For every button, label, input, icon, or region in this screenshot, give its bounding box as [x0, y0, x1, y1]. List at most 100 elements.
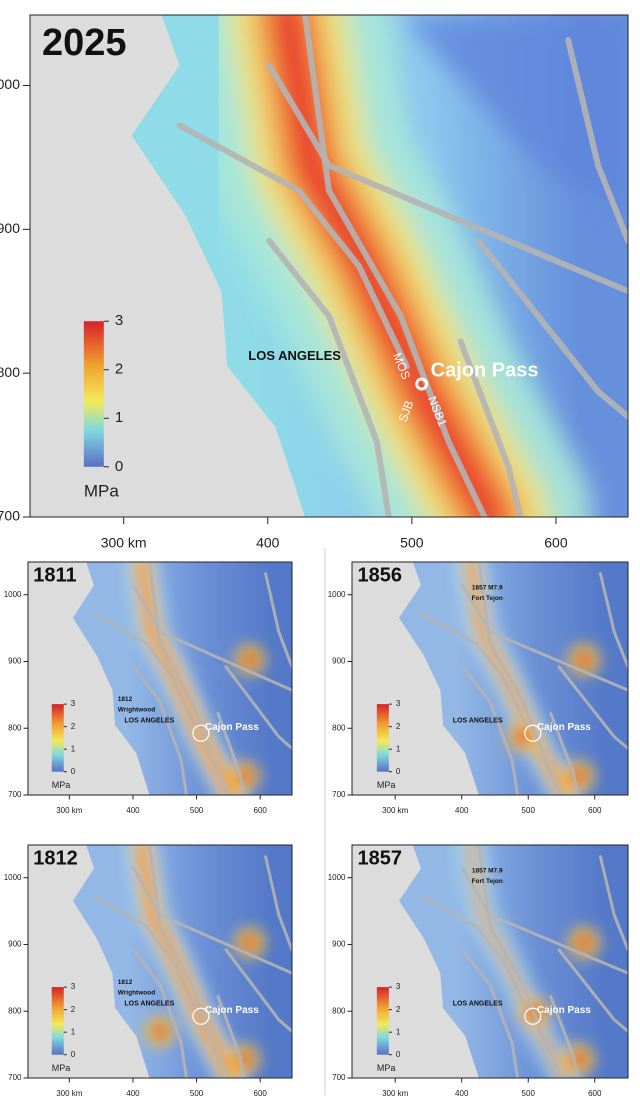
fault [224, 665, 292, 750]
x-tick-label: 500 [522, 806, 536, 815]
colorbar-tick-label: 2 [396, 722, 401, 731]
map-panel: 300 km 400 500 600 700 800 900 1000 1812 0 1 2 3 MPa L… [4, 844, 293, 1098]
x-tick-label: 400 [256, 535, 280, 551]
fault [147, 845, 231, 1078]
stress-lobe [241, 651, 258, 668]
colorbar-unit: MPa [377, 1063, 396, 1073]
colorbar-tick-label: 1 [115, 409, 123, 426]
colorbar-tick-label: 2 [396, 1005, 401, 1014]
x-tick-label: 600 [588, 1089, 602, 1098]
colorbar-unit: MPa [52, 780, 71, 790]
colorbar-unit: MPa [84, 481, 120, 500]
x-tick-label: 500 [522, 1089, 536, 1098]
y-tick-label: 800 [8, 723, 22, 732]
x-tick-label: 300 km [101, 535, 147, 551]
colorbar-tick-label: 3 [396, 699, 401, 708]
fault [477, 845, 564, 1078]
y-tick-label: 800 [8, 1006, 22, 1015]
map-panel: 300 km 400 500 600 700 800 900 1000 1811 0 1 2 3 MPa L… [4, 561, 293, 815]
y-tick-label: 1000 [4, 590, 22, 599]
pass-marker [415, 377, 429, 391]
map [28, 562, 292, 795]
map [30, 15, 628, 517]
x-tick-label: 400 [455, 1089, 469, 1098]
colorbar-unit: MPa [52, 1063, 71, 1073]
panel-year: 1856 [358, 564, 403, 586]
colorbar-tick-label: 3 [115, 312, 123, 329]
pass-marker [524, 1007, 542, 1025]
y-tick-label: 900 [8, 657, 22, 666]
y-tick-label: 700 [332, 790, 346, 799]
fault [92, 611, 196, 727]
pass-marker [192, 724, 210, 742]
x-tick-label: 600 [254, 806, 268, 815]
colorbar-tick-label: 0 [71, 767, 76, 776]
y-tick-label: 800 [0, 364, 20, 380]
y-tick-label: 1000 [328, 590, 346, 599]
fault [266, 237, 392, 517]
y-tick-label: 700 [332, 1073, 346, 1082]
pass-label: Cajon Pass [537, 722, 591, 733]
colorbar [83, 321, 104, 467]
stress-lobe [514, 728, 532, 746]
colorbar-tick-label: 0 [71, 1050, 76, 1059]
fault [147, 562, 231, 795]
fault [264, 572, 292, 669]
fault [302, 15, 488, 517]
panel-year: 2025 [42, 22, 127, 64]
x-tick-label: 500 [400, 535, 424, 551]
fault [460, 948, 520, 1078]
colorbar-tick-label: 1 [396, 1027, 401, 1036]
fault [266, 62, 628, 295]
y-tick-label: 1000 [328, 873, 346, 882]
fault [460, 583, 628, 692]
map-panel: 300 km 400 500 600 700 800 900 1000 1856 0 1 2 3 MPa L… [328, 561, 629, 815]
fault [557, 665, 628, 750]
y-tick-label: 700 [8, 1073, 22, 1082]
city-label: LOS ANGELES [124, 717, 174, 724]
colorbar-tick-label: 2 [71, 1005, 76, 1014]
city-label: LOS ANGELES [124, 1000, 174, 1007]
colorbar-tick-label: 1 [396, 744, 401, 753]
event-label: Fort Tejon [472, 878, 503, 885]
pass-marker [524, 724, 542, 742]
event-label: Fort Tejon [472, 595, 503, 602]
map [352, 562, 628, 795]
fault [549, 711, 580, 795]
fault [460, 665, 520, 795]
fault [598, 855, 628, 952]
fault [419, 894, 528, 1010]
colorbar-tick-label: 3 [71, 699, 76, 708]
x-tick-label: 500 [190, 1089, 204, 1098]
y-tick-label: 900 [332, 657, 346, 666]
y-tick-label: 900 [332, 940, 346, 949]
city-label: LOS ANGELES [453, 717, 503, 724]
y-tick-label: 800 [332, 723, 346, 732]
fault [132, 583, 292, 692]
x-tick-label: 400 [126, 806, 140, 815]
x-tick-label: 600 [254, 1089, 268, 1098]
fault [419, 611, 528, 727]
event-label: Wrightwood [118, 707, 155, 714]
city-label: LOS ANGELES [453, 1000, 503, 1007]
x-tick-label: 600 [588, 806, 602, 815]
stress-lobe [575, 651, 593, 669]
y-tick-label: 700 [8, 790, 22, 799]
pass-label: Cajon Pass [205, 1005, 259, 1016]
map-frame [351, 561, 629, 796]
x-tick-label: 400 [126, 1089, 140, 1098]
panel-year: 1811 [33, 564, 76, 586]
pass-label: Cajon Pass [205, 722, 259, 733]
y-tick-label: 700 [0, 508, 20, 524]
colorbar [51, 704, 64, 772]
y-tick-label: 800 [332, 1006, 346, 1015]
map-frame [27, 844, 293, 1079]
x-tick-label: 300 km [56, 806, 83, 815]
fault [457, 338, 524, 517]
y-tick-label: 900 [0, 220, 20, 236]
fault [132, 948, 188, 1078]
colorbar-tick-label: 3 [396, 982, 401, 991]
map-panel: 300 km 400 500 600 700 800 900 1000 2025 0 1 2 3 MPa L… [0, 14, 629, 551]
fault [460, 866, 628, 975]
